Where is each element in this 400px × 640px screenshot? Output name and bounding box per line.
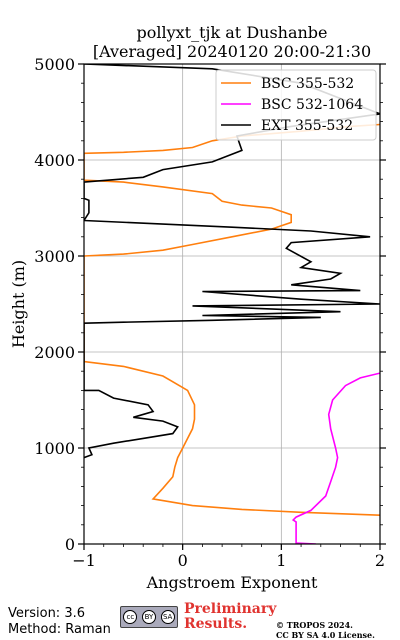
- footer-info: Version: 3.6 Method: Raman: [8, 606, 111, 638]
- angstroem-chart: pollyxt_tjk at Dushanbe [Averaged] 20240…: [9, 23, 386, 592]
- series-line-bsc-532-1064: [291, 372, 380, 544]
- x-tick-label: 0: [178, 551, 188, 570]
- y-tick-label: 0: [65, 535, 75, 554]
- chart-subtitle: [Averaged] 20240120 20:00-21:30: [93, 42, 371, 61]
- legend: BSC 355-532 BSC 532-1064 EXT 355-532: [215, 69, 377, 141]
- y-tick-label: 1000: [34, 439, 75, 458]
- y-axis-label: Height (m): [9, 260, 28, 348]
- legend-label: EXT 355-532: [261, 118, 353, 134]
- y-tick-label: 3000: [34, 247, 75, 266]
- legend-label: BSC 355-532: [261, 76, 354, 92]
- series-group: [84, 64, 380, 544]
- prelim-line-1: Preliminary: [184, 601, 277, 617]
- preliminary-notice: Preliminary Results.: [184, 602, 276, 632]
- y-tick-label: 5000: [34, 55, 75, 74]
- prelim-line-2: Results.: [184, 616, 248, 632]
- method-text: Method: Raman: [8, 622, 111, 637]
- series-line-ext-355-532: [84, 64, 380, 459]
- series-line-bsc-355-532: [84, 123, 380, 516]
- legend-box: [215, 69, 377, 141]
- cc-icon: cc: [123, 610, 138, 624]
- y-tick-label: 4000: [34, 151, 75, 170]
- x-tick-label: 2: [375, 551, 385, 570]
- plot-frame: [83, 63, 381, 545]
- x-tick-label: 1: [276, 551, 286, 570]
- copyright-notice: © TROPOS 2024. CC BY SA 4.0 License.: [276, 620, 375, 640]
- x-axis-label: Angstroem Exponent: [146, 573, 318, 592]
- legend-label: BSC 532-1064: [261, 97, 363, 113]
- version-text: Version: 3.6: [8, 606, 85, 621]
- y-tick-label: 2000: [34, 343, 75, 362]
- copyright-line-1: © TROPOS 2024.: [276, 620, 353, 630]
- copyright-line-2: CC BY SA 4.0 License.: [276, 630, 375, 640]
- sa-icon: SA: [160, 610, 175, 624]
- chart-title: pollyxt_tjk at Dushanbe: [136, 23, 327, 42]
- x-tick-label: −1: [72, 551, 96, 570]
- cc-license-icon: cc BY SA: [120, 606, 178, 628]
- by-icon: BY: [141, 610, 156, 624]
